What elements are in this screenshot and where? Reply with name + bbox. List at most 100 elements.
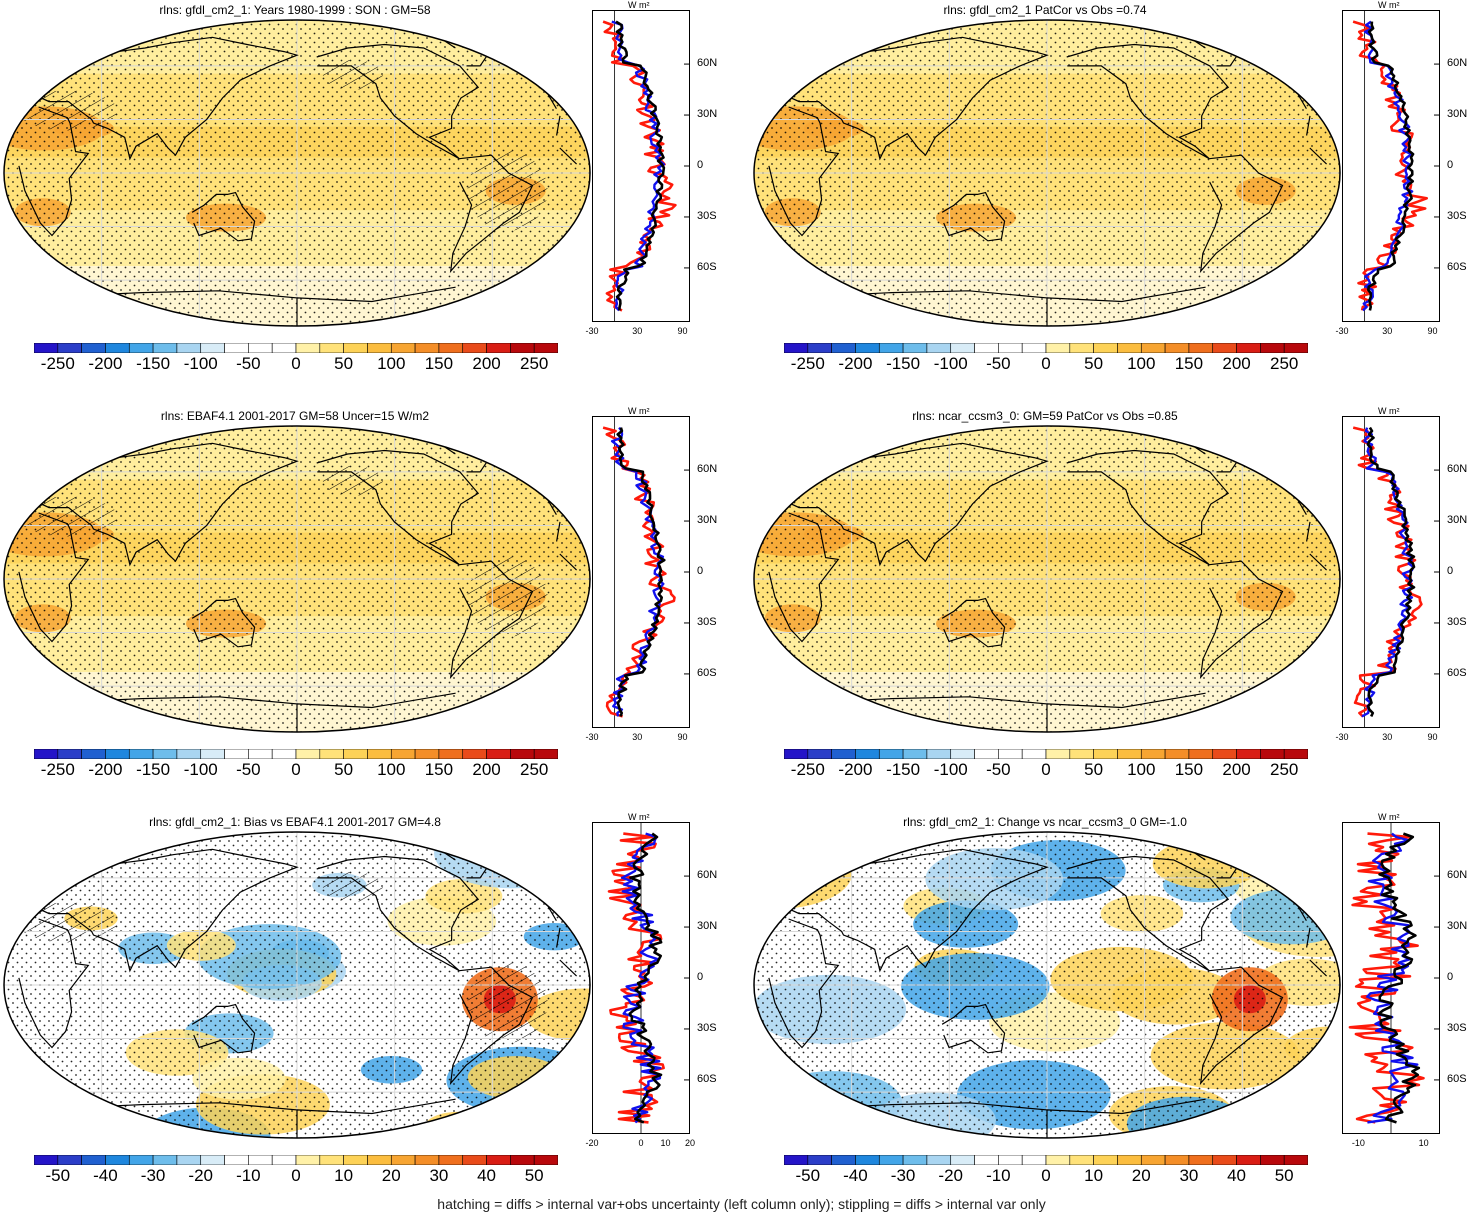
coastline-north-america: [316, 855, 480, 972]
colorbar-tick-label: -50: [236, 760, 261, 779]
colorbar-swatch: [974, 1154, 999, 1166]
robinson-map: [2, 18, 592, 333]
colorbar-tick-label: 10: [334, 1166, 354, 1185]
colorbar-swatch: [224, 1154, 249, 1166]
zonal-mean-x-tick: 30: [1382, 732, 1393, 742]
latitude-label: 60S: [697, 1072, 717, 1085]
latitude-label: 60N: [1447, 869, 1468, 882]
coastline-africa: [18, 106, 578, 237]
latitude-label: 60S: [1447, 260, 1467, 273]
colorbar-tick-label: 250: [520, 354, 549, 373]
map-panel: rlns: gfdl_cm2_1: Bias vs EBAF4.1 2001-2…: [0, 812, 740, 1212]
colorbar-tick-label: 40: [477, 1166, 497, 1185]
map-panel: rlns: gfdl_cm2_1 PatCor vs Obs =0.74 -250…: [750, 0, 1483, 400]
zonal-mean-x-tick: 90: [677, 326, 688, 336]
latitude-label: 60N: [1447, 463, 1468, 476]
colorbar-swatch: [128, 748, 154, 760]
colorbar-swatch: [1212, 342, 1237, 354]
zonal-mean-x-tick: 90: [1427, 326, 1438, 336]
coastline-north-america: [1066, 43, 1230, 160]
colorbar-swatch: [998, 342, 1023, 354]
footer-note: hatching = diffs > internal var+obs unce…: [437, 1196, 1046, 1212]
colorbar-swatch: [486, 748, 511, 760]
colorbar-swatch: [248, 342, 273, 354]
colorbar-swatch: [81, 342, 106, 354]
colorbar-swatch: [1117, 342, 1142, 354]
colorbar-swatch: [878, 342, 904, 354]
colorbar-swatch: [1260, 748, 1285, 760]
map-panel: rlns: gfdl_cm2_1: Change vs ncar_ccsm3_0…: [750, 812, 1483, 1212]
colorbar-tick-label: -20: [188, 1166, 214, 1185]
panel-title: rlns: gfdl_cm2_1 PatCor vs Obs =0.74: [943, 3, 1147, 17]
coastline-australia: [941, 597, 1006, 648]
colorbar-swatch: [1069, 748, 1094, 760]
zonal-mean-x-tick: 10: [1418, 1138, 1429, 1148]
colorbar-swatch: [998, 748, 1023, 760]
colorbar-swatch: [1188, 1154, 1214, 1166]
colorbar-swatch: [57, 748, 82, 760]
colorbar-tick-label: 250: [520, 760, 549, 779]
colorbar-swatch: [807, 748, 832, 760]
colorbar-swatch: [152, 1154, 178, 1166]
colorbar-swatch: [1236, 748, 1261, 760]
latitude-label: 0: [697, 565, 704, 577]
colorbar-tick-label: 100: [377, 354, 406, 373]
coastline-africa: [768, 918, 1328, 1049]
coastline-australia: [941, 191, 1006, 242]
colorbar-tick-label: 0: [291, 1166, 301, 1185]
colorbar-swatch: [855, 342, 880, 354]
colorbar-swatch: [152, 748, 178, 760]
colorbar-tick-label: 200: [1222, 354, 1251, 373]
colorbar-tick-label: 250: [1270, 760, 1299, 779]
latitude-label: 60N: [697, 57, 718, 70]
latitude-label: 30S: [1447, 615, 1467, 628]
colorbar-swatch: [295, 1154, 321, 1166]
colorbar-swatch: [1140, 342, 1166, 354]
colorbar-tick-label: -200: [838, 760, 873, 779]
colorbar-swatch: [319, 1154, 344, 1166]
coastline-africa: [768, 512, 1328, 643]
colorbar-swatch: [510, 748, 535, 760]
coastline-south-america: [1199, 154, 1284, 274]
zonal-mean-x-tick: -30: [585, 732, 599, 742]
colorbar-swatch: [902, 342, 928, 354]
colorbar-swatch: [390, 1154, 416, 1166]
colorbar-swatch: [462, 748, 487, 760]
robinson-map: [752, 18, 1342, 333]
colorbar-tick-label: 40: [1227, 1166, 1247, 1185]
colorbar-swatch: [462, 1154, 487, 1166]
colorbar-tick-label: -100: [933, 760, 968, 779]
colorbar-swatch: [533, 342, 559, 354]
colorbar-swatch: [271, 342, 297, 354]
colorbar-swatch: [1045, 342, 1071, 354]
colorbar-swatch: [510, 342, 535, 354]
coastline-north-america: [1066, 449, 1230, 566]
colorbar-swatch: [271, 748, 297, 760]
colorbar-tick-label: 0: [291, 354, 301, 373]
colorbar-swatch: [807, 1154, 832, 1166]
colorbar-swatch: [295, 342, 321, 354]
colorbar-swatch: [1164, 748, 1190, 760]
colorbar-swatch: [1140, 1154, 1166, 1166]
colorbar-tick-label: -30: [140, 1166, 166, 1185]
colorbar-swatch: [533, 1154, 559, 1166]
colorbar-tick-label: 150: [424, 760, 454, 779]
colorbar-swatch: [1045, 1154, 1071, 1166]
colorbar-tick-label: 0: [1041, 760, 1051, 779]
colorbar-swatch: [105, 342, 130, 354]
coastline-north-america: [316, 449, 480, 566]
zonal-mean-model-line: [615, 20, 666, 311]
zonal-mean-x-tick: -10: [1351, 1138, 1365, 1148]
latitude-label: 60N: [697, 869, 718, 882]
latitude-label: 60N: [697, 463, 718, 476]
latitude-label: 30N: [1447, 920, 1468, 933]
colorbar-tick-label: -250: [790, 760, 825, 779]
colorbar-swatch: [414, 1154, 440, 1166]
coastline-africa: [18, 918, 578, 1049]
colorbar-tick-label: 200: [472, 354, 501, 373]
latitude-label: 30S: [697, 615, 717, 628]
latitude-label: 30S: [1447, 1021, 1467, 1034]
map-field: [754, 20, 1340, 326]
colorbar-tick-label: 30: [429, 1166, 449, 1185]
colorbar-tick-label: -150: [886, 760, 921, 779]
